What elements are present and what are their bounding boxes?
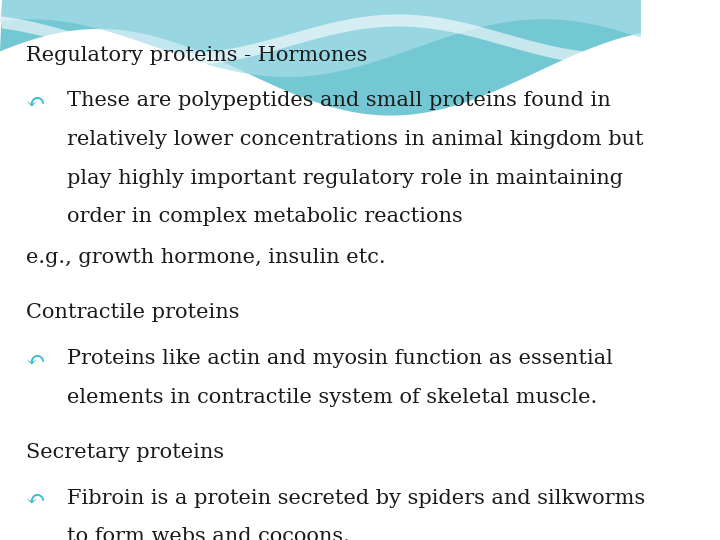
Text: Contractile proteins: Contractile proteins	[26, 303, 239, 322]
Text: Fibroin is a protein secreted by spiders and silkworms: Fibroin is a protein secreted by spiders…	[68, 489, 646, 508]
Text: Secretary proteins: Secretary proteins	[26, 443, 224, 462]
Text: elements in contractile system of skeletal muscle.: elements in contractile system of skelet…	[68, 388, 598, 407]
Text: to form webs and cocoons.: to form webs and cocoons.	[68, 527, 350, 540]
PathPatch shape	[0, 0, 641, 77]
Text: These are polypeptides and small proteins found in: These are polypeptides and small protein…	[68, 91, 611, 111]
Text: ↶: ↶	[26, 489, 45, 512]
Text: play highly important regulatory role in maintaining: play highly important regulatory role in…	[68, 168, 624, 187]
Text: ↶: ↶	[26, 91, 45, 114]
Text: relatively lower concentrations in animal kingdom but: relatively lower concentrations in anima…	[68, 130, 644, 149]
PathPatch shape	[0, 15, 641, 65]
Text: ↶: ↶	[26, 349, 45, 372]
Text: Regulatory proteins - Hormones: Regulatory proteins - Hormones	[26, 46, 367, 65]
Text: Proteins like actin and myosin function as essential: Proteins like actin and myosin function …	[68, 349, 613, 368]
Text: order in complex metabolic reactions: order in complex metabolic reactions	[68, 207, 463, 226]
PathPatch shape	[0, 0, 641, 116]
Text: e.g., growth hormone, insulin etc.: e.g., growth hormone, insulin etc.	[26, 248, 385, 267]
